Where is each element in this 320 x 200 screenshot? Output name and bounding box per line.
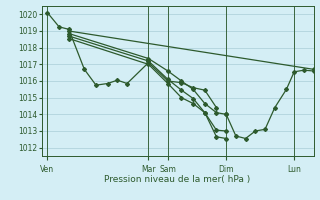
X-axis label: Pression niveau de la mer( hPa ): Pression niveau de la mer( hPa ): [104, 175, 251, 184]
